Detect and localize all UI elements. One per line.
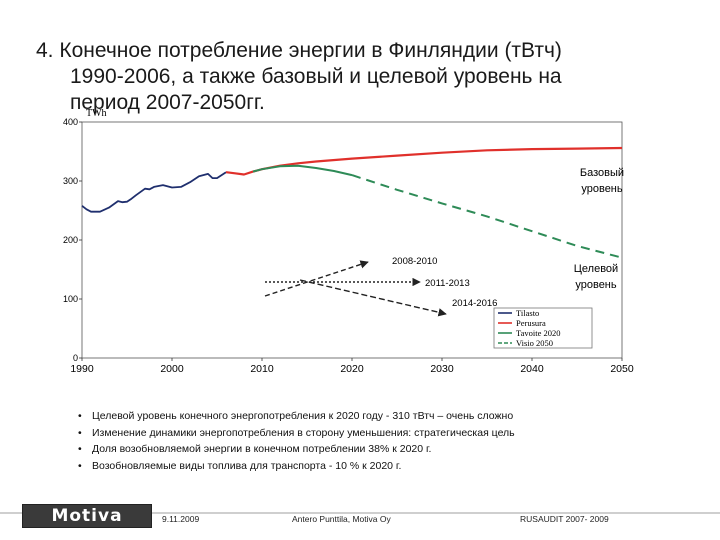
- y-tick-label: 0: [73, 353, 78, 363]
- annotation-period-1: 2008-2010: [392, 256, 437, 267]
- bullet-list: Целевой уровень конечного энергопотребле…: [78, 408, 515, 474]
- y-tick-label: 200: [63, 235, 78, 245]
- y-unit-label: TWh: [86, 108, 107, 119]
- series-line-tilasto: [81, 171, 227, 213]
- slide-footer: Motiva 9.11.2009 Antero Punttila, Motiva…: [0, 500, 720, 532]
- annotation-baseline: Базовый: [580, 167, 624, 179]
- annotation-period-3: 2014-2016: [452, 298, 497, 309]
- legend-label: Perusura: [516, 318, 546, 328]
- footer-divider: [0, 512, 720, 514]
- bullet-item: Изменение динамики энергопотребления в с…: [78, 425, 515, 442]
- title-line-3: период 2007-2050гг.: [70, 91, 265, 114]
- x-tick-label: 2050: [610, 363, 634, 375]
- y-tick-label: 100: [63, 294, 78, 304]
- y-tick-label: 400: [63, 117, 78, 127]
- arrow-2008-2010: [264, 260, 369, 297]
- x-tick-label: 2030: [430, 363, 454, 375]
- title-line-2: 1990-2006, а также базовый и целевой уро…: [70, 65, 562, 88]
- annotation-target: Целевой: [574, 263, 618, 275]
- x-tick-label: 1990: [70, 363, 94, 375]
- annotation-period-2: 2011-2013: [425, 278, 470, 289]
- arrow-2014-2016: [299, 279, 447, 317]
- x-tick-label: 2040: [520, 363, 544, 375]
- bullet-item: Доля возобновляемой энергии в конечном п…: [78, 441, 515, 458]
- legend-label: Visio 2050: [516, 338, 553, 348]
- footer-author: Antero Punttila, Motiva Oy: [292, 514, 391, 524]
- legend-label: Tilasto: [516, 308, 539, 318]
- footer-date: 9.11.2009: [162, 514, 200, 524]
- motiva-logo: Motiva: [22, 504, 152, 528]
- x-tick-label: 2020: [340, 363, 364, 375]
- legend-box: [493, 307, 593, 349]
- y-tick-label: 300: [63, 176, 78, 186]
- slide-title: 4. Конечное потребление энергии в Финлян…: [36, 38, 686, 116]
- title-line-1: 4. Конечное потребление энергии в Финлян…: [36, 39, 562, 62]
- x-tick-label: 2000: [160, 363, 184, 375]
- annotation-target: уровень: [575, 279, 617, 291]
- series-line-perusura: [225, 146, 623, 176]
- annotation-baseline: уровень: [581, 183, 623, 195]
- x-tick-label: 2010: [250, 363, 274, 375]
- bullet-item: Возобновляемые виды топлива для транспор…: [78, 458, 515, 475]
- footer-event: RUSAUDIT 2007- 2009: [520, 514, 609, 524]
- bullet-item: Целевой уровень конечного энергопотребле…: [78, 408, 515, 425]
- legend-label: Tavoite 2020: [516, 328, 561, 338]
- series-line-tavoite-2020: [252, 164, 353, 177]
- series-line-visio-2050: [351, 174, 623, 259]
